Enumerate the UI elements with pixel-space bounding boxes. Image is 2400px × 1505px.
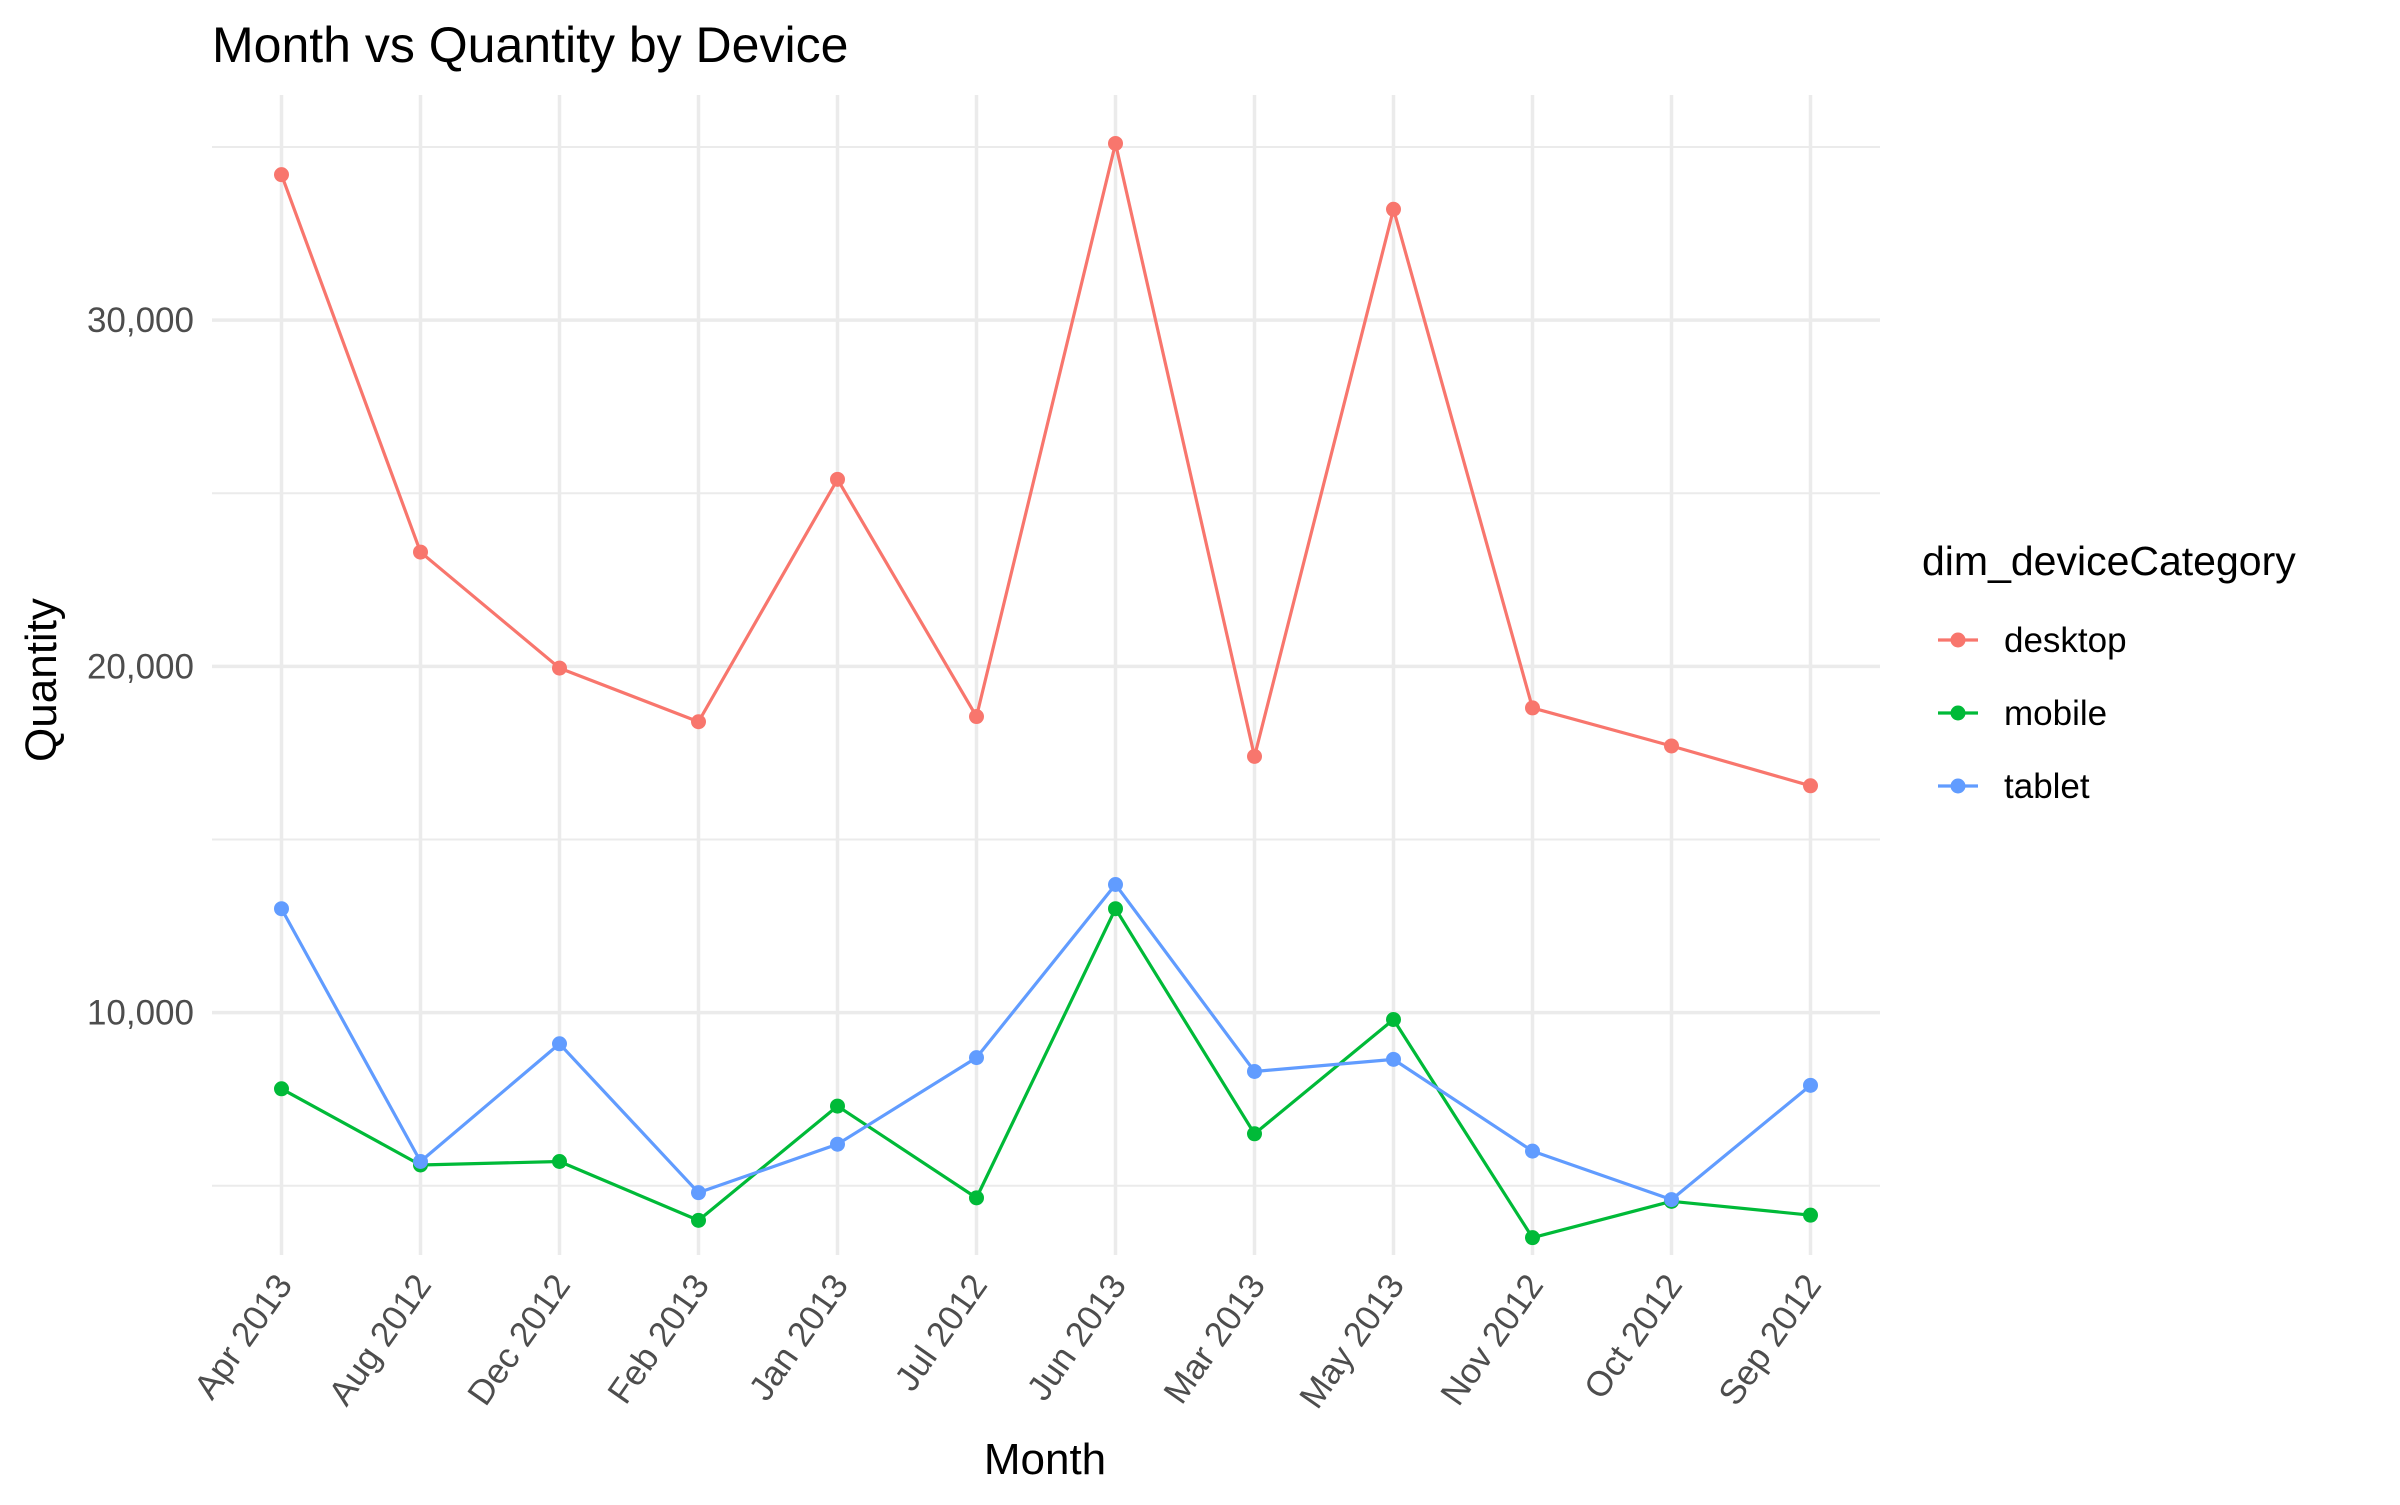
data-point-tablet <box>1664 1192 1679 1208</box>
y-tick-label: 30,000 <box>87 301 194 340</box>
y-tick-label: 10,000 <box>87 994 194 1033</box>
data-point-mobile <box>830 1098 845 1114</box>
data-point-desktop <box>274 167 289 183</box>
legend-item-desktop: desktop <box>1938 621 2127 660</box>
legend: dim_deviceCategory desktop mobile tablet <box>1922 538 2296 806</box>
data-point-tablet <box>1803 1077 1818 1093</box>
data-point-tablet <box>413 1154 428 1170</box>
y-tick-label: 20,000 <box>87 647 194 686</box>
legend-label: tablet <box>2004 767 2090 806</box>
x-tick-label: Aug 2012 <box>321 1267 439 1412</box>
data-point-desktop <box>1247 748 1262 764</box>
data-point-mobile <box>969 1190 984 1206</box>
data-point-desktop <box>691 714 706 730</box>
x-tick-label: Mar 2013 <box>1156 1267 1273 1411</box>
legend-key-point <box>1950 632 1966 648</box>
x-tick-label: Sep 2012 <box>1711 1267 1829 1412</box>
legend-key-point <box>1950 778 1966 794</box>
data-point-mobile <box>1803 1207 1818 1223</box>
x-tick-label: Dec 2012 <box>460 1267 578 1412</box>
data-point-mobile <box>1247 1126 1262 1142</box>
legend-key-point <box>1950 705 1966 721</box>
data-point-desktop <box>1108 135 1123 151</box>
data-point-tablet <box>691 1185 706 1201</box>
data-point-tablet <box>1108 876 1123 892</box>
legend-label: desktop <box>2004 621 2127 660</box>
data-point-mobile <box>552 1154 567 1170</box>
data-point-desktop <box>1525 700 1540 716</box>
y-axis: 10,000 20,000 30,000 <box>87 301 194 1033</box>
x-axis-title: Month <box>984 1435 1106 1484</box>
data-point-desktop <box>1664 738 1679 754</box>
y-axis-title: Quantity <box>17 598 66 762</box>
legend-label: mobile <box>2004 694 2107 733</box>
data-point-tablet <box>1525 1143 1540 1159</box>
series-mobile <box>274 901 1818 1246</box>
data-point-tablet <box>274 901 289 917</box>
series-line-desktop <box>279 141 1811 788</box>
grid-lines <box>212 95 1880 1255</box>
data-point-desktop <box>1386 201 1401 217</box>
x-tick-label: Feb 2013 <box>600 1267 717 1411</box>
data-point-desktop <box>413 544 428 560</box>
data-point-tablet <box>969 1050 984 1066</box>
x-axis: Apr 2013 Aug 2012 Dec 2012 Feb 2013 Jan 2013… <box>187 1267 1829 1415</box>
legend-title: dim_deviceCategory <box>1922 538 2296 584</box>
data-point-mobile <box>1386 1012 1401 1028</box>
x-tick-label: May 2013 <box>1292 1267 1412 1415</box>
data-point-desktop <box>1803 778 1818 794</box>
x-tick-label: Oct 2012 <box>1577 1267 1690 1406</box>
data-point-mobile <box>274 1081 289 1097</box>
chart-title: Month vs Quantity by Device <box>212 17 848 73</box>
x-tick-label: Jun 2013 <box>1019 1267 1134 1407</box>
data-point-tablet <box>830 1136 845 1152</box>
series-line-tablet <box>280 882 1812 1202</box>
data-point-desktop <box>969 709 984 725</box>
x-tick-label: Jul 2012 <box>887 1267 995 1398</box>
data-point-mobile <box>1108 901 1123 917</box>
data-point-desktop <box>830 471 845 487</box>
data-point-tablet <box>1386 1051 1401 1067</box>
x-tick-label: Nov 2012 <box>1433 1267 1551 1412</box>
data-point-tablet <box>552 1036 567 1052</box>
series-line-mobile <box>280 907 1811 1240</box>
legend-item-tablet: tablet <box>1938 767 2090 806</box>
x-tick-label: Jan 2013 <box>741 1267 856 1407</box>
series-desktop <box>274 135 1818 794</box>
series-group <box>274 135 1818 1246</box>
data-point-desktop <box>552 660 567 676</box>
x-tick-label: Apr 2013 <box>187 1267 300 1406</box>
data-point-mobile <box>1525 1230 1540 1246</box>
legend-item-mobile: mobile <box>1938 694 2107 733</box>
data-point-mobile <box>691 1212 706 1228</box>
series-tablet <box>274 876 1818 1208</box>
data-point-tablet <box>1247 1063 1262 1079</box>
